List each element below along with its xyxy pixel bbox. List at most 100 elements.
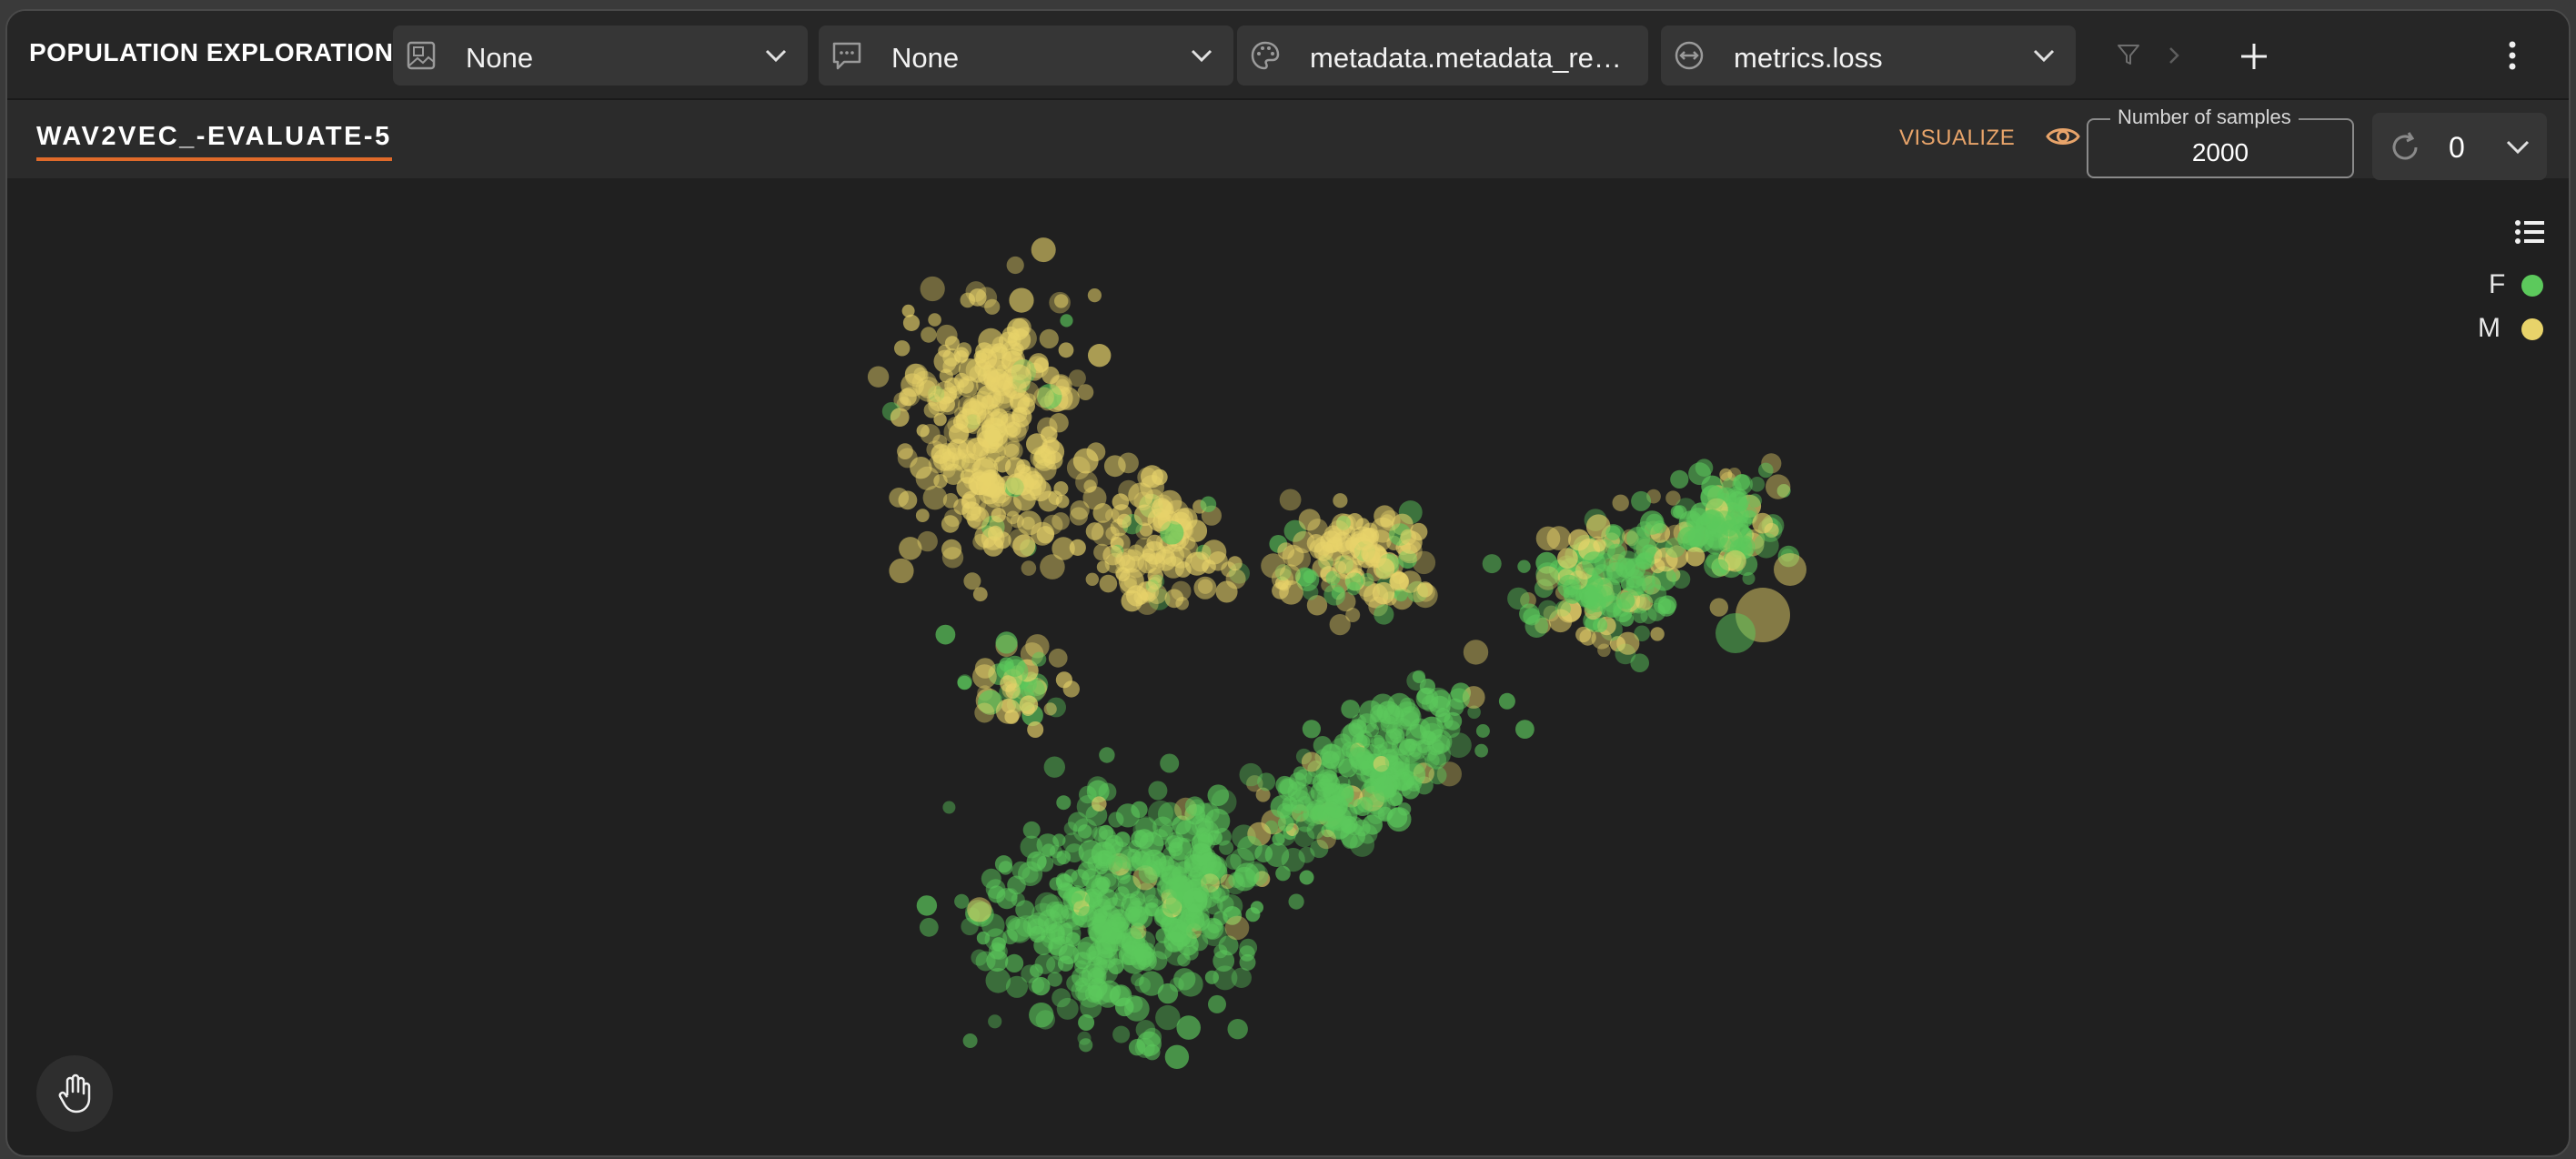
scatter-point[interactable] <box>1310 839 1329 859</box>
scatter-point[interactable] <box>1064 843 1084 863</box>
scatter-point[interactable] <box>1015 900 1035 920</box>
scatter-point[interactable] <box>1163 932 1184 952</box>
scatter-point[interactable] <box>1118 452 1139 474</box>
scatter-point[interactable] <box>928 313 941 327</box>
scatter-point[interactable] <box>1043 756 1066 778</box>
scatter-point[interactable] <box>1003 440 1023 460</box>
scatter-point[interactable] <box>1361 543 1381 563</box>
scatter-point[interactable] <box>1213 965 1238 991</box>
scatter-point[interactable] <box>916 424 930 438</box>
scatter-point[interactable] <box>1359 700 1384 724</box>
scatter-point[interactable] <box>1062 680 1081 698</box>
scatter-point[interactable] <box>1191 873 1207 890</box>
scatter-point[interactable] <box>1288 771 1307 791</box>
scatter-point[interactable] <box>1129 891 1146 907</box>
scatter-point[interactable] <box>1298 509 1321 531</box>
scatter-point[interactable] <box>1402 761 1426 786</box>
scatter-point[interactable] <box>1752 512 1774 534</box>
scatter-point[interactable] <box>1092 825 1108 842</box>
scatter-point[interactable] <box>1102 545 1123 566</box>
scatter-point[interactable] <box>1074 960 1088 974</box>
scatter-point[interactable] <box>1128 897 1148 918</box>
scatter-point[interactable] <box>1776 484 1791 498</box>
scatter-point[interactable] <box>1400 529 1417 546</box>
scatter-point[interactable] <box>1099 747 1115 763</box>
scatter-point[interactable] <box>1031 976 1051 996</box>
scatter-point[interactable] <box>1167 922 1193 947</box>
scatter-point[interactable] <box>1223 906 1243 925</box>
scatter-point[interactable] <box>982 536 1004 557</box>
scatter-point[interactable] <box>1068 885 1086 902</box>
scatter-point[interactable] <box>1332 554 1357 580</box>
scatter-point[interactable] <box>996 364 1009 378</box>
scatter-point[interactable] <box>1078 1014 1095 1031</box>
scatter-point[interactable] <box>1245 863 1269 887</box>
scatter-point[interactable] <box>1156 880 1171 894</box>
scatter-point[interactable] <box>1148 951 1168 971</box>
scatter-point[interactable] <box>889 558 914 584</box>
scatter-point[interactable] <box>1323 539 1344 561</box>
scatter-point[interactable] <box>939 368 953 383</box>
scatter-point[interactable] <box>1227 1019 1248 1040</box>
scatter-point[interactable] <box>1372 581 1395 605</box>
scatter-point[interactable] <box>1322 782 1341 802</box>
scatter-point[interactable] <box>1167 831 1184 849</box>
scatter-point[interactable] <box>1288 893 1304 910</box>
scatter-point[interactable] <box>1295 812 1315 832</box>
scatter-point[interactable] <box>1357 796 1374 813</box>
scatter-point[interactable] <box>1019 695 1039 714</box>
scatter-point[interactable] <box>1118 479 1140 501</box>
scatter-point[interactable] <box>1615 558 1636 579</box>
scatter-point[interactable] <box>893 392 909 408</box>
scatter-point[interactable] <box>1114 886 1130 901</box>
scatter-point[interactable] <box>1685 547 1706 567</box>
scatter-point[interactable] <box>991 943 1008 961</box>
visualize-button[interactable]: VISUALIZE <box>1899 126 2080 151</box>
scatter-point[interactable] <box>1709 598 1729 617</box>
scatter-point[interactable] <box>1068 369 1086 388</box>
scatter-point[interactable] <box>1725 549 1746 572</box>
scatter-point[interactable] <box>1026 918 1049 941</box>
scatter-point[interactable] <box>1092 796 1107 811</box>
scatter-point[interactable] <box>1379 704 1404 730</box>
scatter-point[interactable] <box>995 631 1018 654</box>
scatter-point[interactable] <box>1279 564 1301 586</box>
scatter-point[interactable] <box>1665 537 1685 558</box>
scatter-point[interactable] <box>1277 542 1295 560</box>
scatter-point[interactable] <box>890 408 910 427</box>
scatter-point[interactable] <box>1309 539 1331 559</box>
scatter-point[interactable] <box>1145 898 1164 917</box>
scatter-point[interactable] <box>1183 945 1199 961</box>
scatter-point[interactable] <box>1176 913 1195 932</box>
scatter-point[interactable] <box>1069 507 1088 526</box>
scatter-point[interactable] <box>1345 608 1361 622</box>
scatter-point[interactable] <box>995 433 1021 458</box>
scatter-point[interactable] <box>1162 544 1184 567</box>
scatter-point[interactable] <box>986 950 1009 973</box>
scatter-point[interactable] <box>1413 582 1438 609</box>
version-selector[interactable]: 0 <box>2372 113 2547 180</box>
scatter-point[interactable] <box>1670 469 1689 489</box>
scatter-point[interactable] <box>1069 539 1086 556</box>
scatter-point[interactable] <box>1700 485 1725 509</box>
scatter-point[interactable] <box>1139 523 1153 537</box>
scatter-point[interactable] <box>1052 851 1067 866</box>
scatter-point[interactable] <box>1202 539 1227 565</box>
scatter-point[interactable] <box>963 572 981 590</box>
scatter-point[interactable] <box>1030 446 1052 469</box>
scatter-point[interactable] <box>1052 988 1072 1008</box>
scatter-point[interactable] <box>1001 326 1020 344</box>
scatter-point[interactable] <box>1704 523 1729 549</box>
scatter-point[interactable] <box>1524 614 1549 638</box>
scatter-point[interactable] <box>1239 938 1258 957</box>
scatter-point[interactable] <box>1220 873 1235 890</box>
scatter-point[interactable] <box>1535 526 1561 551</box>
scatter-point[interactable] <box>1356 730 1373 747</box>
scatter-point[interactable] <box>1085 874 1109 898</box>
scatter-point[interactable] <box>1728 523 1753 548</box>
scatter-point[interactable] <box>1138 862 1160 884</box>
scatter-point[interactable] <box>1128 482 1153 509</box>
scatter-point[interactable] <box>968 394 989 414</box>
scatter-point[interactable] <box>1037 855 1054 872</box>
scatter-point[interactable] <box>1005 975 1029 998</box>
